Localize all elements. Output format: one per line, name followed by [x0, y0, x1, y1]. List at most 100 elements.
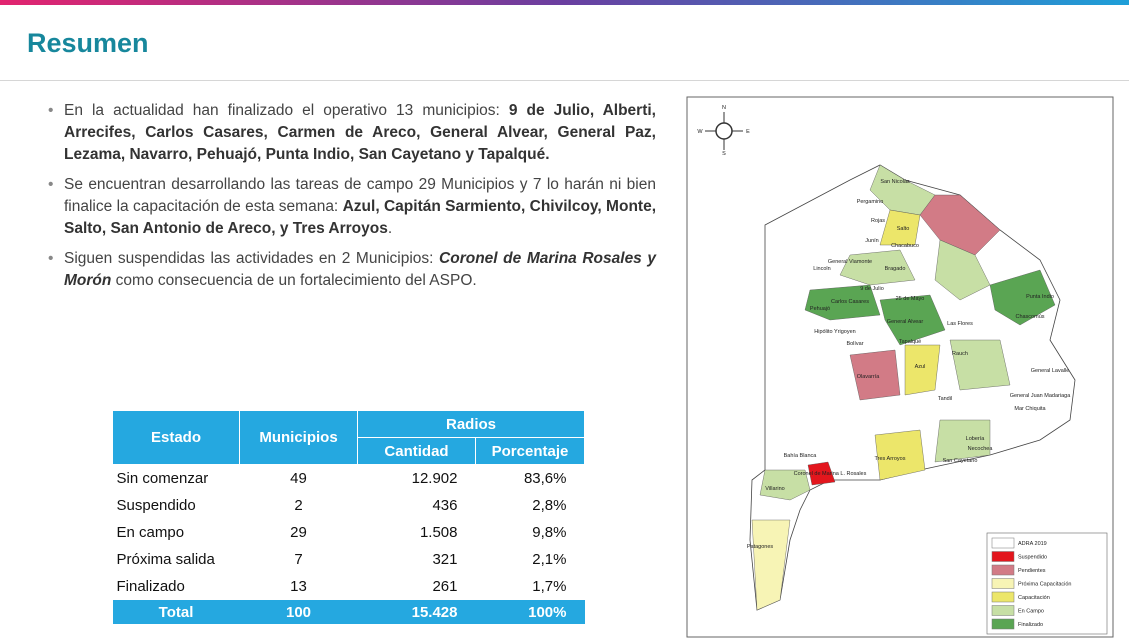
place-label: Olavarría: [857, 374, 881, 380]
place-label: Lincoln: [813, 266, 830, 272]
compass-label: E: [746, 129, 750, 135]
legend-label: Próxima Capacitación: [1018, 582, 1072, 588]
table-cell: 2,1%: [532, 551, 567, 568]
place-label: Mar Chiquita: [1014, 406, 1046, 412]
place-label: Rojas: [871, 218, 885, 224]
place-label: Chascomús: [1015, 314, 1044, 320]
place-label: Rauch: [952, 351, 968, 357]
place-label: San Cayetano: [943, 458, 978, 464]
table-cell: 2,8%: [532, 497, 567, 514]
legend-swatch: [991, 591, 1015, 603]
bullet: Se encuentran desarrollando las tareas d…: [44, 174, 656, 240]
bullet-text: Siguen suspendidas las actividades en 2 …: [64, 250, 440, 267]
table-cell: Próxima salida: [116, 551, 215, 568]
place-label: General Lavalle: [1031, 368, 1070, 374]
compass: [705, 112, 743, 150]
table-cell: 83,6%: [523, 470, 567, 487]
place-label: Azul: [915, 364, 926, 370]
compass-label: N: [722, 105, 726, 111]
table-row: Suspendido 2 436 2,8%: [113, 492, 585, 519]
place-label: General Alvear: [887, 319, 924, 325]
place-label: San Nicolás: [880, 179, 910, 185]
table-cell: 13: [290, 578, 307, 595]
table-cell: Suspendido: [116, 497, 196, 514]
legend-label: Capacitación: [1018, 595, 1050, 601]
province-map: [749, 164, 1076, 611]
table-cell: 436: [432, 497, 458, 514]
bullet-text: Se encuentran desarrollando las tareas d…: [64, 176, 656, 215]
legend-swatch: [991, 618, 1015, 630]
bullet: Siguen suspendidas las actividades en 2 …: [44, 248, 656, 292]
header-cell: Cantidad: [357, 437, 476, 465]
table-row: Finalizado 13 261 1,7%: [113, 573, 585, 600]
legend-label: ADRA 2019: [1018, 541, 1047, 547]
place-label: Punta Indio: [1026, 294, 1054, 300]
legend-swatch: [991, 551, 1015, 562]
header-cell: Municipios: [239, 410, 358, 465]
place-label: Necochea: [968, 446, 994, 452]
bullet-list: En la actualidad han finalizado el opera…: [44, 100, 656, 300]
table-cell: En campo: [116, 524, 185, 541]
place-label: Las Flores: [947, 321, 973, 327]
place-label: Bragado: [885, 266, 906, 272]
summary-table: Estado Municipios Radios Cantidad Porcentaj…: [112, 410, 585, 624]
table-row: Sin comenzar 49 12.902 83,6%: [113, 465, 585, 493]
legend-label: Finalizado: [1018, 622, 1043, 628]
place-label: 9 de Julio: [860, 286, 884, 292]
place-label: General Viamonte: [828, 259, 872, 265]
bullet-text: .: [387, 220, 393, 237]
place-label: Junín: [865, 238, 878, 244]
bullet-text: 9 de Julio, Alberti, Arrecifes, Carlos C…: [64, 102, 656, 163]
place-label: General Juan Madariaga: [1010, 393, 1071, 399]
legend-swatch: [991, 605, 1015, 616]
separator: [0, 80, 1129, 81]
place-label: Bahía Blanca: [784, 453, 818, 459]
table-cell: 1,7%: [532, 578, 567, 595]
table-row: Próxima salida 7 321 2,1%: [113, 546, 585, 573]
compass-label: W: [697, 129, 703, 135]
table-cell: 100: [239, 600, 358, 624]
place-label: Patagones: [747, 544, 774, 550]
compass-label: S: [722, 151, 726, 157]
place-label: Salto: [897, 226, 910, 232]
place-label: Tandil: [938, 396, 952, 402]
bullet-text: Coronel de Marina Rosales y Morón: [64, 250, 656, 289]
place-label: Pergamino: [857, 199, 884, 205]
bullet-text: Azul, Capitán Sarmiento, Chivilcoy, Mont…: [64, 198, 656, 237]
legend-swatch: [991, 537, 1015, 549]
table-cell: 7: [294, 551, 303, 568]
table-cell: 100%: [475, 600, 585, 624]
table-cell: 9,8%: [532, 524, 567, 541]
place-label: Hipólito Yrigoyen: [814, 329, 855, 335]
place-label: Chacabuco: [891, 243, 919, 249]
place-label: Pehuajó: [810, 306, 830, 312]
place-label: Bolívar: [846, 341, 863, 347]
table-cell: Total: [112, 600, 240, 624]
place-label: Villarino: [765, 486, 784, 492]
header-cell: Estado: [112, 410, 240, 465]
bullet-text: como consecuencia de un fortalecimiento …: [111, 272, 477, 289]
table-cell: Sin comenzar: [116, 470, 209, 487]
title: Resumen: [27, 28, 149, 58]
place-label: Tapalqué: [899, 339, 921, 345]
place-label: Tres Arroyos: [875, 456, 906, 462]
legend-swatch: [991, 564, 1015, 576]
table-cell: 49: [290, 470, 307, 487]
table-cell: 12.902: [411, 470, 458, 487]
legend-swatch: [991, 578, 1015, 589]
top-strip: [0, 0, 1129, 5]
table-cell: Finalizado: [116, 578, 185, 595]
table-row: En campo 29 1.508 9,8%: [113, 519, 585, 546]
table-cell: 321: [432, 551, 458, 568]
place-label: Coronel de Marina L. Rosales: [794, 471, 867, 477]
bullet: En la actualidad han finalizado el opera…: [44, 100, 656, 166]
bullet-text: En la actualidad han finalizado el opera…: [64, 102, 509, 119]
legend-label: En Campo: [1018, 609, 1044, 615]
header-cell: Porcentaje: [475, 437, 585, 465]
table-cell: 1.508: [419, 524, 458, 541]
place-label: Carlos Casares: [831, 299, 869, 305]
legend-label: Suspendido: [1018, 555, 1047, 561]
table-cell: 261: [432, 578, 458, 595]
